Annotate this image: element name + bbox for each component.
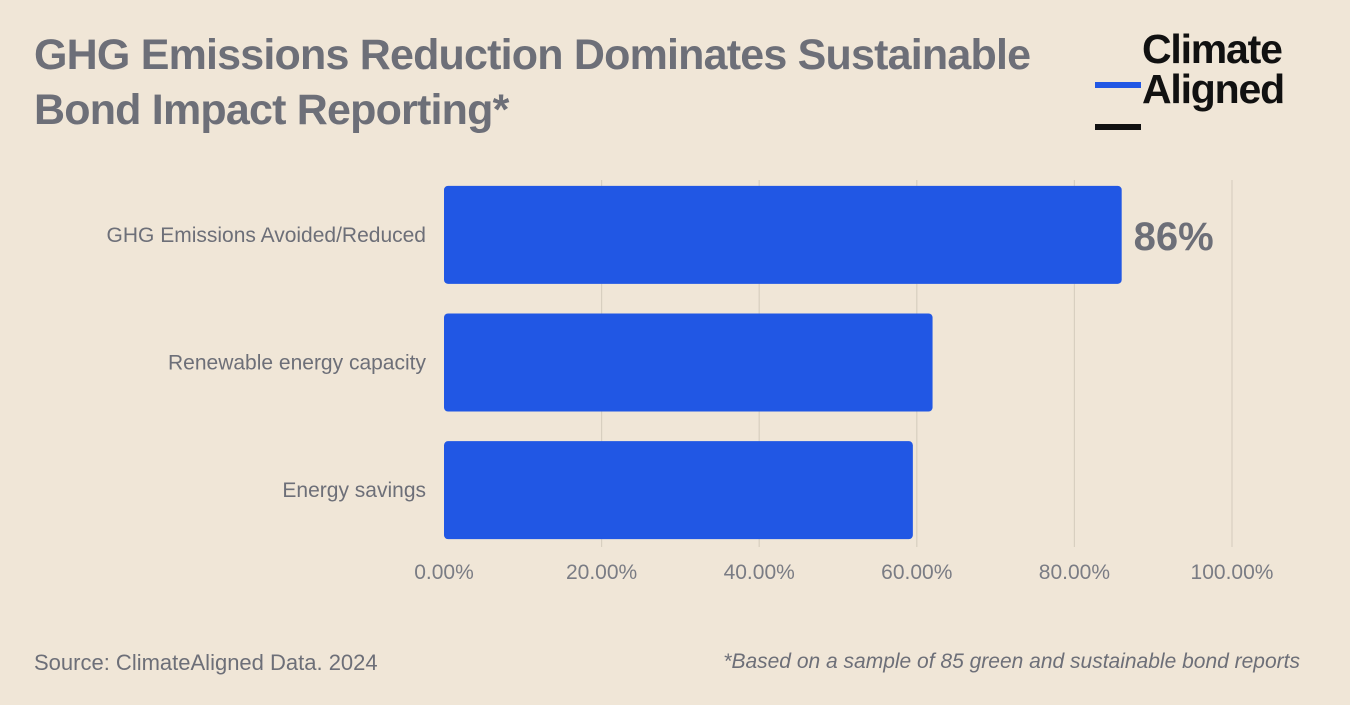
category-label-2: Renewable energy capacity (168, 352, 426, 375)
category-labels: GHG Emissions Avoided/Reduced Renewable e… (107, 224, 427, 502)
logo-word-aligned: Aligned (1142, 66, 1285, 112)
x-tick-label-4: 80.00% (1039, 561, 1110, 584)
chart-title: GHG Emissions Reduction Dominates Sustai… (34, 31, 1031, 134)
data-labels: 86% (1134, 215, 1214, 259)
category-label-1: GHG Emissions Avoided/Reduced (107, 224, 426, 247)
bar-series (444, 185, 1122, 540)
bar-3 (444, 441, 913, 540)
category-label-3: Energy savings (282, 479, 426, 502)
bar-2 (444, 313, 933, 412)
bar-1 (444, 185, 1122, 284)
x-tick-label-3: 60.00% (881, 561, 952, 584)
x-tick-label-0: 0.00% (414, 561, 474, 584)
footnote: *Based on a sample of 85 green and susta… (723, 650, 1300, 673)
x-tick-label-1: 20.00% (566, 561, 637, 584)
logo-blue-dash (1095, 82, 1141, 88)
x-axis-tick-labels: 0.00% 20.00% 40.00% 60.00% 80.00% 100.00% (414, 561, 1273, 584)
logo-word-climate: Climate (1142, 26, 1283, 72)
source-note: Source: ClimateAligned Data. 2024 (34, 650, 378, 675)
data-label-1: 86% (1134, 215, 1214, 259)
logo-black-dash (1095, 124, 1141, 130)
x-tick-label-5: 100.00% (1191, 561, 1274, 584)
climatealigned-logo: Climate Aligned (1092, 26, 1322, 130)
x-tick-label-2: 40.00% (724, 561, 795, 584)
